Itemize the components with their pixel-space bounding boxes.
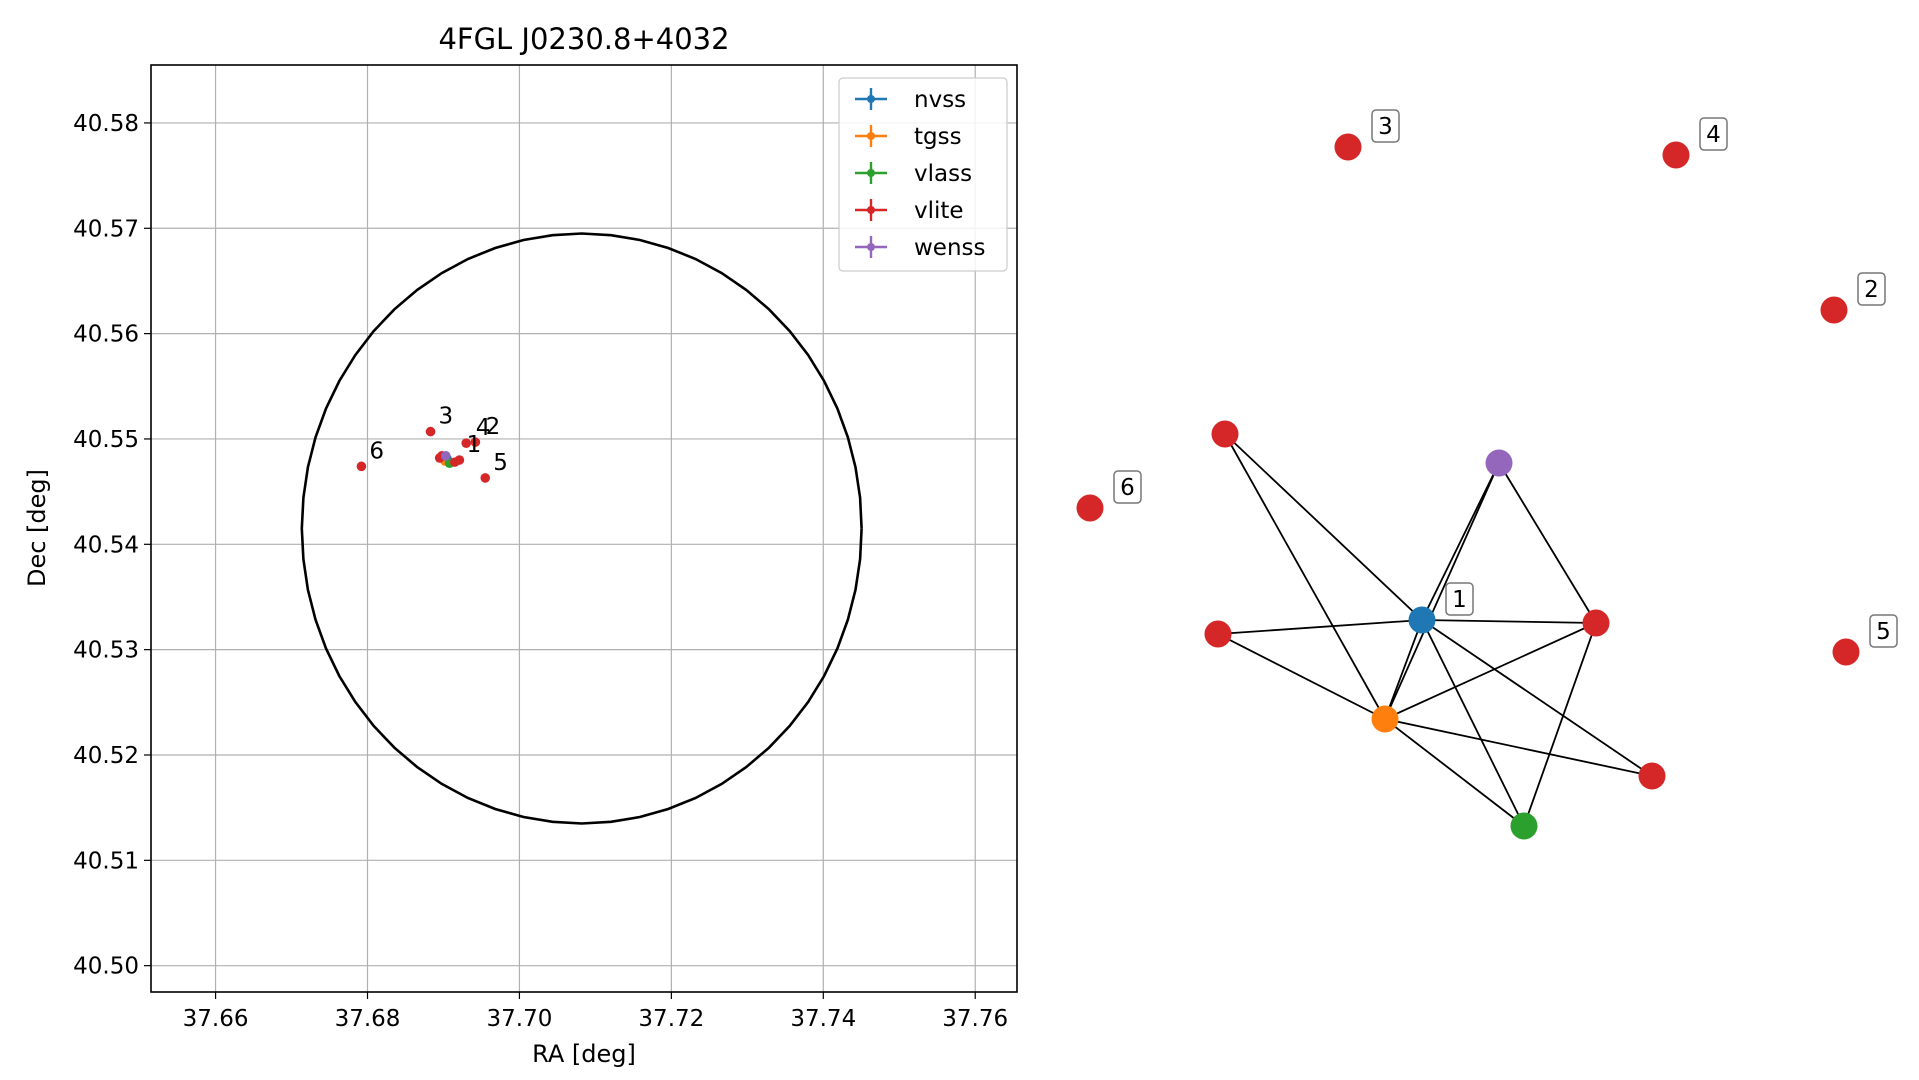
plot-frame: [150, 64, 1018, 993]
legend-marker: [867, 243, 875, 251]
svg-text:4: 4: [1706, 122, 1721, 148]
node-label: 2: [1857, 272, 1886, 306]
x-tick-label: 37.76: [942, 1006, 1008, 1032]
network-edge: [1217, 633, 1386, 720]
x-axis-label: RA [deg]: [532, 1040, 636, 1068]
point-label: 4: [476, 415, 491, 441]
node-labels: 1 2 3 4 5 6: [1113, 109, 1898, 648]
legend-label: vlite: [914, 198, 964, 224]
network-edge: [1421, 462, 1500, 621]
network-node: [1371, 705, 1399, 733]
network-node: [1638, 762, 1666, 790]
y-tick-label: 40.51: [73, 848, 139, 874]
network-edge: [1384, 462, 1500, 720]
network-node: [1582, 609, 1610, 637]
point-labels: 12 3 45 6: [369, 404, 507, 476]
y-tick-label: 40.53: [73, 638, 139, 664]
scatter-panel: 4FGL J0230.8+4032 12 3 45 6 37.66 37.68 37.70…: [23, 22, 1018, 1068]
network-edge: [1224, 433, 1423, 621]
network-node: [1662, 141, 1690, 169]
point-vlite: [450, 457, 460, 467]
network-panel: 1 2 3 4 5 6: [1076, 109, 1898, 840]
network-edge: [1224, 433, 1386, 720]
network-node: [1510, 812, 1538, 840]
point-label: 3: [439, 404, 454, 430]
node-label: 1: [1445, 582, 1474, 616]
x-tick-label: 37.68: [335, 1006, 401, 1032]
network-edge: [1384, 718, 1525, 827]
y-tick-label: 40.55: [73, 427, 139, 453]
network-edge: [1217, 619, 1423, 635]
svg-text:5: 5: [1876, 619, 1891, 645]
point-label: 2: [486, 414, 501, 440]
y-tick-label: 40.57: [73, 216, 139, 242]
legend: nvss tgss vlass vlite wenss: [838, 77, 1008, 272]
y-tick-label: 40.58: [73, 111, 139, 137]
point-vlite: [425, 426, 436, 437]
node-label: 3: [1371, 109, 1400, 143]
network-edge: [1384, 622, 1597, 720]
y-axis-label: Dec [deg]: [23, 469, 51, 587]
chart-title: 4FGL J0230.8+4032: [438, 22, 729, 56]
point-vlite: [470, 437, 481, 447]
legend-label: tgss: [914, 124, 962, 150]
point-vlite: [461, 438, 472, 448]
x-tick-label: 37.72: [638, 1006, 704, 1032]
network-node: [1076, 494, 1104, 522]
y-tick-label: 40.54: [73, 532, 139, 558]
network-node: [1211, 420, 1239, 448]
svg-text:3: 3: [1378, 114, 1393, 140]
network-node: [1820, 296, 1848, 324]
point-wenss: [440, 451, 451, 461]
legend-box: [838, 77, 1008, 272]
network-node: [1832, 638, 1860, 666]
point-vlite: [480, 473, 491, 483]
points: [356, 426, 491, 483]
network-node: [1334, 133, 1362, 161]
node-label: 6: [1113, 470, 1142, 504]
x-tick-label: 37.70: [487, 1006, 553, 1032]
x-tick-label: 37.74: [790, 1006, 856, 1032]
network-edge: [1421, 619, 1597, 624]
network-edge: [1498, 462, 1597, 624]
point-label: 1: [467, 432, 482, 458]
point-vlite: [356, 461, 367, 472]
network-node: [1485, 449, 1513, 477]
network-node: [1204, 620, 1232, 648]
legend-marker: [867, 206, 875, 214]
point-label: 6: [369, 438, 384, 464]
association-circle: [300, 232, 863, 825]
legend-marker: [867, 169, 875, 177]
nodes: [1076, 133, 1860, 840]
network-edge: [1523, 622, 1597, 827]
y-tick-label: 40.50: [73, 954, 139, 980]
legend-label: wenss: [914, 235, 986, 261]
network-edge: [1421, 619, 1525, 827]
y-tick-label: 40.52: [73, 743, 139, 769]
svg-text:1: 1: [1452, 587, 1467, 613]
ticks: 37.66 37.68 37.70 37.72 37.74 37.76 40.50 40.51…: [73, 111, 1008, 1032]
network-edge: [1421, 619, 1653, 777]
legend-marker: [867, 95, 875, 103]
network-node: [1408, 606, 1436, 634]
point-label: 5: [493, 450, 508, 476]
svg-text:2: 2: [1864, 277, 1879, 303]
legend-label: vlass: [914, 161, 972, 187]
svg-text:6: 6: [1120, 475, 1135, 501]
edges: [1217, 433, 1653, 827]
y-tick-label: 40.56: [73, 322, 139, 348]
node-label: 4: [1699, 117, 1728, 151]
association-circle-path: [300, 232, 863, 825]
network-edge: [1384, 619, 1423, 720]
legend-label: nvss: [914, 87, 966, 113]
node-label: 5: [1869, 614, 1898, 648]
legend-marker: [867, 132, 875, 140]
network-edge: [1384, 718, 1653, 777]
x-tick-label: 37.66: [183, 1006, 249, 1032]
